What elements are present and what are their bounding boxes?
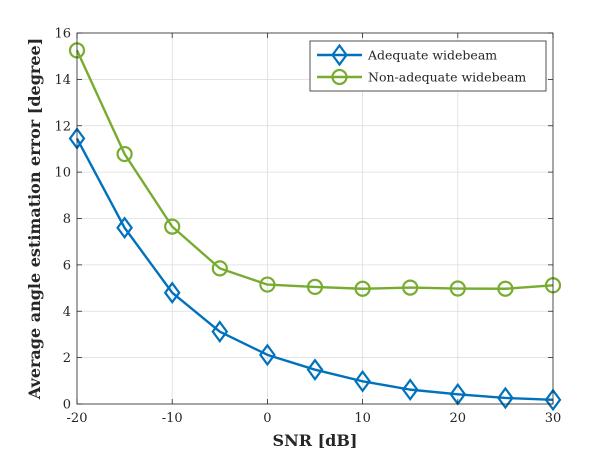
legend-label-non-adequate: Non-adequate widebeam (368, 70, 526, 85)
x-tick-label: 0 (263, 411, 271, 426)
data-point-adequate (354, 369, 371, 393)
y-tick-label: 16 (54, 27, 71, 42)
legend: Adequate widebeam Non-adequate widebeam (309, 40, 547, 92)
y-tick-label: 10 (54, 166, 71, 181)
data-point-non-adequate (211, 260, 228, 277)
data-point-non-adequate (402, 279, 419, 296)
y-tick-label: 8 (63, 212, 71, 227)
series-non-adequate (68, 42, 562, 297)
y-tick-label: 2 (63, 351, 71, 366)
legend-entry-adequate: Adequate widebeam (317, 43, 497, 67)
series-line-adequate (75, 137, 554, 402)
y-tick-label: 0 (63, 398, 71, 413)
y-tick-label: 6 (63, 258, 71, 273)
x-tick-label: 30 (545, 411, 562, 426)
data-point-non-adequate (354, 280, 371, 297)
legend-marker-non-adequate (331, 68, 348, 86)
x-tick-label: -10 (162, 411, 183, 426)
legend-marker-adequate (331, 43, 348, 67)
data-point-adequate (544, 388, 562, 412)
legend-entry-non-adequate: Non-adequate widebeam (317, 68, 526, 86)
data-point-non-adequate (306, 278, 324, 296)
series-layer (68, 42, 562, 412)
data-point-adequate (401, 378, 419, 401)
data-point-adequate (116, 216, 133, 240)
data-point-adequate (306, 358, 324, 382)
y-axis-ticks: 0 2 4 6 8 10 12 14 16 (54, 27, 553, 413)
x-axis-ticks: -20 -10 0 10 20 30 (67, 33, 562, 426)
y-tick-label: 14 (54, 73, 71, 88)
data-point-non-adequate (116, 145, 133, 163)
series-line-non-adequate (75, 49, 554, 290)
data-point-adequate (211, 320, 229, 344)
data-point-adequate (497, 386, 514, 410)
x-tick-label: 10 (354, 411, 371, 426)
data-point-non-adequate (164, 218, 181, 235)
y-axis-label: Average angle estimation error [degree] (25, 38, 44, 400)
data-point-non-adequate (259, 276, 276, 293)
data-point-non-adequate (449, 280, 466, 297)
x-axis-label: SNR [dB] (273, 431, 358, 450)
x-tick-label: 20 (450, 411, 467, 426)
x-tick-label: -20 (67, 411, 88, 426)
legend-label-adequate: Adequate widebeam (367, 48, 497, 63)
legend-box (309, 40, 547, 92)
y-tick-label: 12 (54, 119, 71, 134)
data-point-adequate (163, 281, 181, 305)
y-tick-label: 4 (63, 305, 71, 320)
data-point-adequate (259, 343, 276, 367)
data-point-non-adequate (497, 280, 514, 297)
